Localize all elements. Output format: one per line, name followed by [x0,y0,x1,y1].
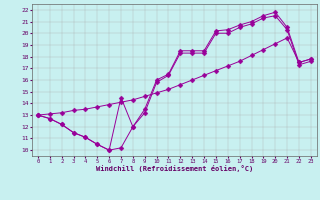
X-axis label: Windchill (Refroidissement éolien,°C): Windchill (Refroidissement éolien,°C) [96,165,253,172]
